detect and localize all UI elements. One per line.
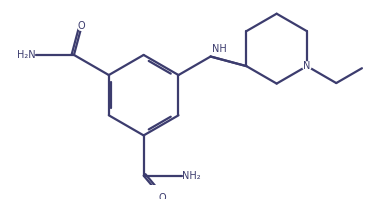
Circle shape	[78, 22, 86, 30]
Text: NH₂: NH₂	[182, 171, 201, 181]
Circle shape	[303, 62, 311, 70]
Text: O: O	[159, 193, 167, 199]
Text: NH: NH	[212, 44, 227, 54]
Text: O: O	[78, 21, 86, 31]
Text: N: N	[303, 61, 311, 71]
Text: H₂N: H₂N	[17, 50, 35, 60]
Circle shape	[159, 194, 167, 199]
